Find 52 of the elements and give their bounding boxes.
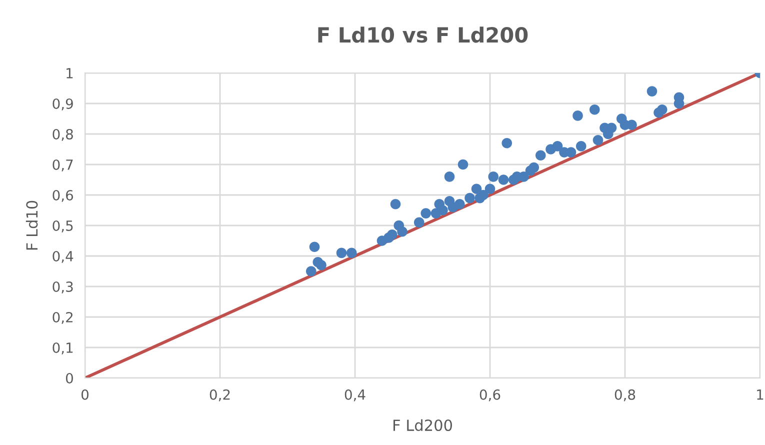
point: [454, 199, 465, 210]
point: [444, 172, 455, 182]
x-tick-label: 0,8: [614, 389, 636, 402]
x-tick-label: 0,6: [480, 389, 500, 402]
y-tick-label: 0,3: [52, 281, 73, 294]
point: [478, 190, 488, 200]
point: [589, 104, 600, 115]
y-tick-label: 0,6: [52, 190, 74, 202]
point: [498, 174, 509, 185]
y-tick-label: 1: [66, 68, 73, 78]
x-tick-label: 1: [757, 390, 764, 400]
point: [414, 217, 424, 228]
y-tick-label: 0: [66, 372, 73, 384]
y-tick-label: 0,5: [52, 220, 73, 232]
y-tick-label: 0,2: [52, 312, 72, 324]
point: [626, 120, 637, 130]
x-tick-label: 0,2: [210, 389, 230, 402]
point: [502, 138, 512, 148]
point: [576, 141, 586, 152]
point: [656, 104, 668, 115]
y-tick-label: 0,7: [52, 159, 73, 172]
point: [336, 248, 347, 258]
point: [306, 266, 316, 276]
point: [535, 150, 546, 160]
chart-title: F Ld10 vs F Ld200: [318, 26, 528, 43]
point: [592, 134, 604, 146]
point: [484, 184, 496, 194]
point: [646, 86, 658, 96]
y-tick-label: 0,9: [52, 98, 73, 110]
x-axis-title: F Ld200: [393, 419, 452, 432]
point: [458, 159, 468, 170]
x-tick-label: 0: [81, 389, 88, 400]
point: [471, 184, 482, 194]
point: [309, 242, 320, 252]
point: [552, 141, 563, 152]
point: [346, 248, 357, 258]
point: [488, 172, 499, 182]
point: [438, 205, 448, 216]
y-tick-label: 0,4: [52, 250, 74, 263]
point: [386, 230, 398, 240]
point: [528, 162, 540, 173]
point: [316, 260, 326, 270]
point: [464, 192, 475, 204]
point: [518, 172, 529, 182]
point: [390, 199, 401, 210]
y-axis-title: F Ld10: [26, 200, 38, 250]
point: [397, 226, 408, 237]
point: [572, 110, 583, 121]
point: [420, 208, 432, 218]
y-tick-label: 0,1: [52, 342, 73, 354]
y-tick-label: 0,8: [52, 128, 73, 141]
x-tick-label: 0,4: [344, 389, 366, 402]
